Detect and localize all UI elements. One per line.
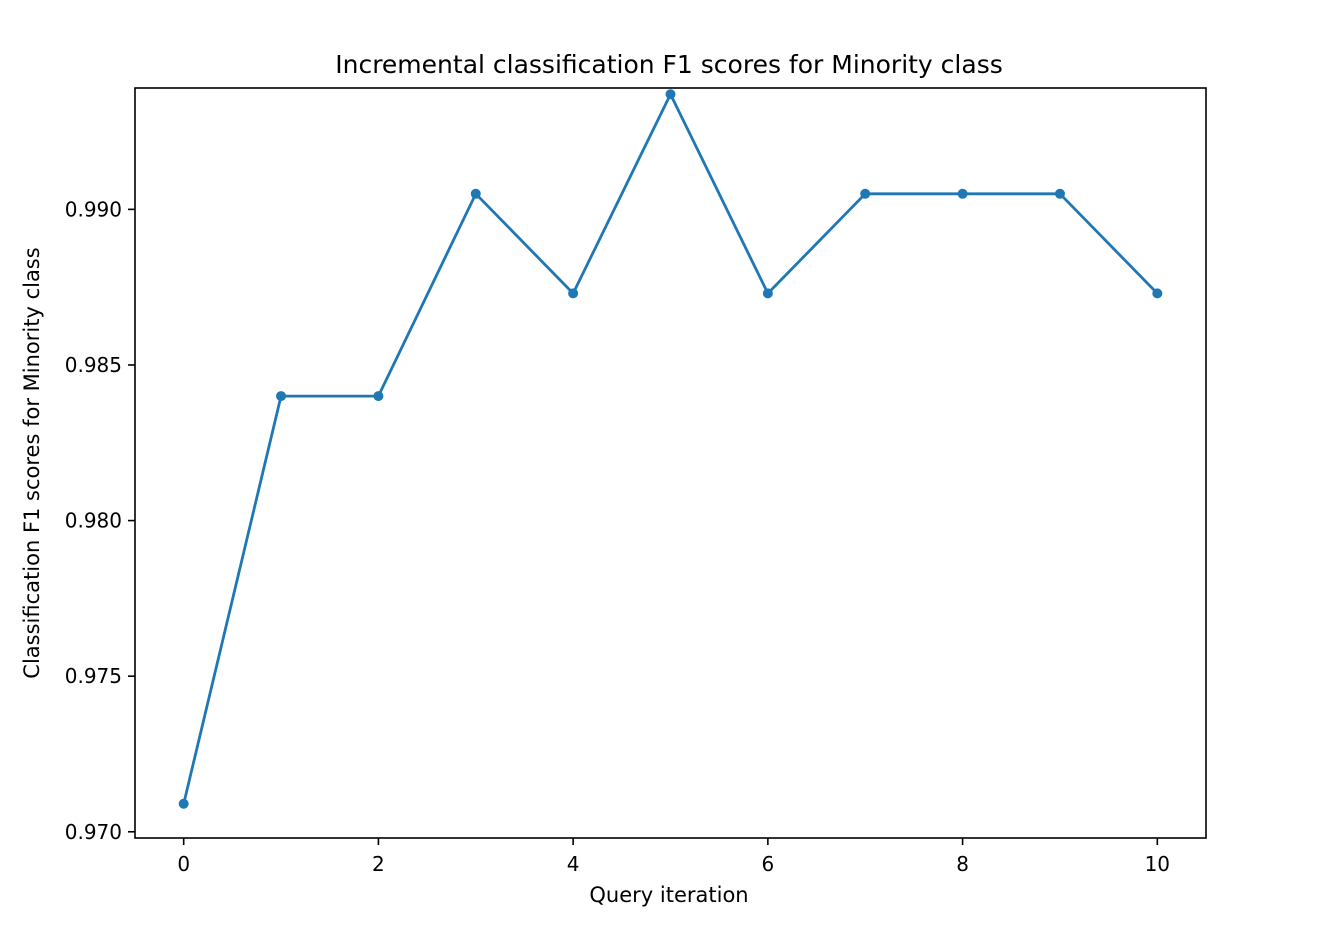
plot-area bbox=[135, 88, 1206, 838]
data-point bbox=[860, 188, 871, 199]
y-tick-label: 0.990 bbox=[65, 197, 122, 221]
data-point bbox=[1054, 188, 1065, 199]
x-tick-label: 10 bbox=[1145, 852, 1170, 876]
x-tick-label: 0 bbox=[177, 852, 190, 876]
x-axis-label: Query iteration bbox=[589, 883, 748, 907]
x-tick-label: 2 bbox=[372, 852, 385, 876]
x-tick-label: 8 bbox=[956, 852, 969, 876]
data-point bbox=[1152, 288, 1163, 299]
data-point bbox=[762, 288, 773, 299]
y-tick-label: 0.980 bbox=[65, 509, 122, 533]
x-tick-label: 4 bbox=[567, 852, 580, 876]
chart-title: Incremental classification F1 scores for… bbox=[335, 50, 1003, 79]
x-tick-label: 6 bbox=[761, 852, 774, 876]
y-tick-label: 0.985 bbox=[65, 353, 122, 377]
data-point bbox=[568, 288, 579, 299]
y-axis: 0.970 0.975 0.980 0.985 0.990 bbox=[65, 197, 135, 844]
data-point bbox=[373, 391, 384, 402]
plot-frame bbox=[134, 87, 1207, 839]
data-point bbox=[178, 798, 189, 809]
x-axis: 0 2 4 6 8 10 bbox=[177, 838, 1170, 876]
data-point bbox=[276, 391, 287, 402]
data-point bbox=[470, 188, 481, 199]
y-tick-label: 0.975 bbox=[65, 664, 122, 688]
data-point bbox=[665, 89, 676, 100]
data-point bbox=[957, 188, 968, 199]
y-tick-label: 0.970 bbox=[65, 820, 122, 844]
series-layer bbox=[178, 89, 1163, 809]
y-axis-label: Classification F1 scores for Minority cl… bbox=[20, 247, 44, 678]
